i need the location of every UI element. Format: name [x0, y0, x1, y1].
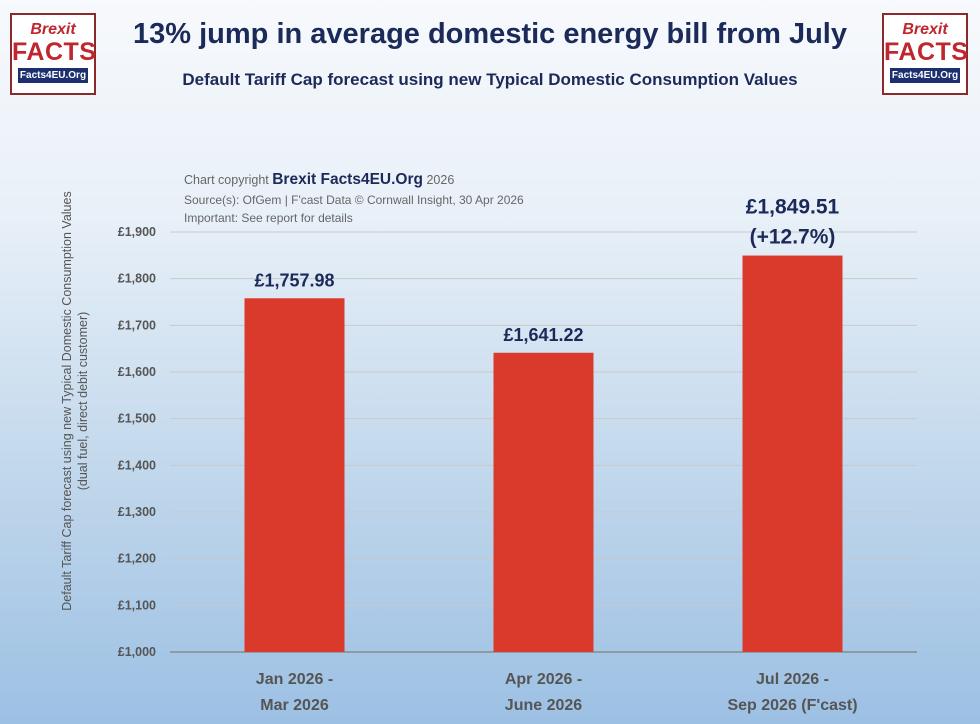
bar-data-label: £1,757.98 [254, 270, 334, 290]
y-tick-label: £1,100 [118, 598, 156, 612]
logo-line3: Facts4EU.Org [890, 68, 960, 83]
x-category-label: Sep 2026 (F'cast) [727, 697, 857, 714]
bar-data-label: £1,849.51 [746, 196, 840, 219]
x-category-label: Mar 2026 [260, 697, 329, 714]
brexit-facts-logo-right: Brexit FACTS Facts4EU.Org [882, 13, 968, 95]
bar [244, 298, 345, 652]
logo-line3: Facts4EU.Org [18, 68, 88, 83]
chart-subtitle: Default Tariff Cap forecast using new Ty… [182, 70, 798, 89]
source-credit: Source(s): OfGem | F'cast Data © Cornwal… [184, 193, 524, 207]
logo-line2: FACTS [12, 38, 97, 66]
x-category-label: June 2026 [505, 697, 582, 714]
chart-title: 13% jump in average domestic energy bill… [133, 18, 847, 50]
y-tick-label: £1,400 [118, 458, 156, 472]
copyright-suffix: 2026 [422, 173, 455, 187]
important-note: Important: See report for details [184, 211, 353, 225]
y-tick-label: £1,300 [118, 505, 156, 519]
logo-line1: Brexit [30, 21, 76, 38]
y-tick-label: £1,700 [118, 318, 156, 332]
x-category-label: Apr 2026 - [505, 671, 582, 688]
y-tick-label: £1,500 [118, 412, 156, 426]
y-tick-label: £1,900 [118, 225, 156, 239]
y-tick-label: £1,200 [118, 552, 156, 566]
y-tick-label: £1,000 [118, 645, 156, 659]
bar-data-label: (+12.7%) [750, 226, 836, 249]
y-tick-label: £1,600 [118, 365, 156, 379]
logo-line1: Brexit [902, 21, 948, 38]
bar-data-label: £1,641.22 [503, 325, 583, 345]
x-category-label: Jan 2026 - [256, 671, 333, 688]
x-category-label: Jul 2026 - [756, 671, 829, 688]
bar [742, 255, 843, 652]
bar [493, 352, 594, 652]
copyright-prefix: Chart copyright [184, 173, 273, 187]
y-tick-label: £1,800 [118, 272, 156, 286]
brexit-facts-logo-left: Brexit FACTS Facts4EU.Org [10, 13, 96, 95]
copyright-brand: Brexit Facts4EU.Org [272, 171, 423, 188]
logo-line2: FACTS [884, 38, 969, 66]
copyright-credit: Chart copyright Brexit Facts4EU.Org 2026 [184, 171, 454, 189]
